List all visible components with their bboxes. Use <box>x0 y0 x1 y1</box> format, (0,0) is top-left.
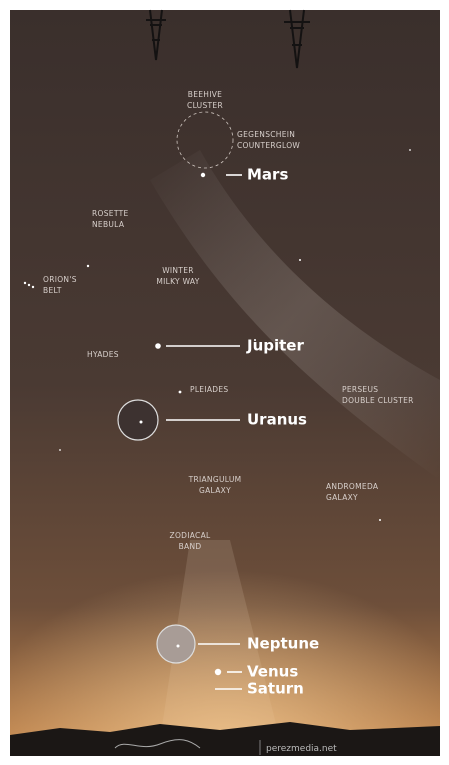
sky-object-label: TRIANGULUM <box>188 475 242 484</box>
sky-object-label: BELT <box>43 286 62 295</box>
sky-object-label: MILKY WAY <box>156 277 199 286</box>
planet-label: Saturn <box>247 680 304 698</box>
sky-object-label: BEEHIVE <box>188 90 222 99</box>
sky-object-label: ANDROMEDA <box>326 482 379 491</box>
sky-object-label: WINTER <box>162 266 194 275</box>
planet-label: Jupiter <box>246 337 304 355</box>
photo: Mars Jupiter Uranus Neptune Venus Saturn… <box>0 0 449 765</box>
uranus-inset <box>118 400 158 440</box>
sky-object-label: GALAXY <box>326 493 358 502</box>
sky-object-label: GEGENSCHEIN <box>237 130 295 139</box>
credit: perezmedia.net <box>266 744 337 754</box>
sky-object-label: PERSEUS <box>342 385 378 394</box>
planet-label: Neptune <box>247 635 319 653</box>
planet-label: Venus <box>247 663 298 681</box>
sky-object-label: NEBULA <box>92 220 125 229</box>
sky-object-label: COUNTERGLOW <box>237 141 300 150</box>
sky-object-label: DOUBLE CLUSTER <box>342 396 414 405</box>
sky-object-label: ZODIACAL <box>170 531 211 540</box>
sky-object-label: BAND <box>179 542 202 551</box>
planet-label: Mars <box>247 166 288 184</box>
planet-label: Uranus <box>247 411 307 429</box>
sky-object-label: ORION'S <box>43 275 77 284</box>
sky-object-label: CLUSTER <box>187 101 223 110</box>
neptune-inset <box>157 625 195 663</box>
sky-object-label: PLEIADES <box>190 385 228 394</box>
horizon-glow <box>10 450 440 750</box>
sky-object-label: ROSETTE <box>92 209 128 218</box>
sky-object-label: GALAXY <box>199 486 231 495</box>
sky-object-label: HYADES <box>87 350 119 359</box>
